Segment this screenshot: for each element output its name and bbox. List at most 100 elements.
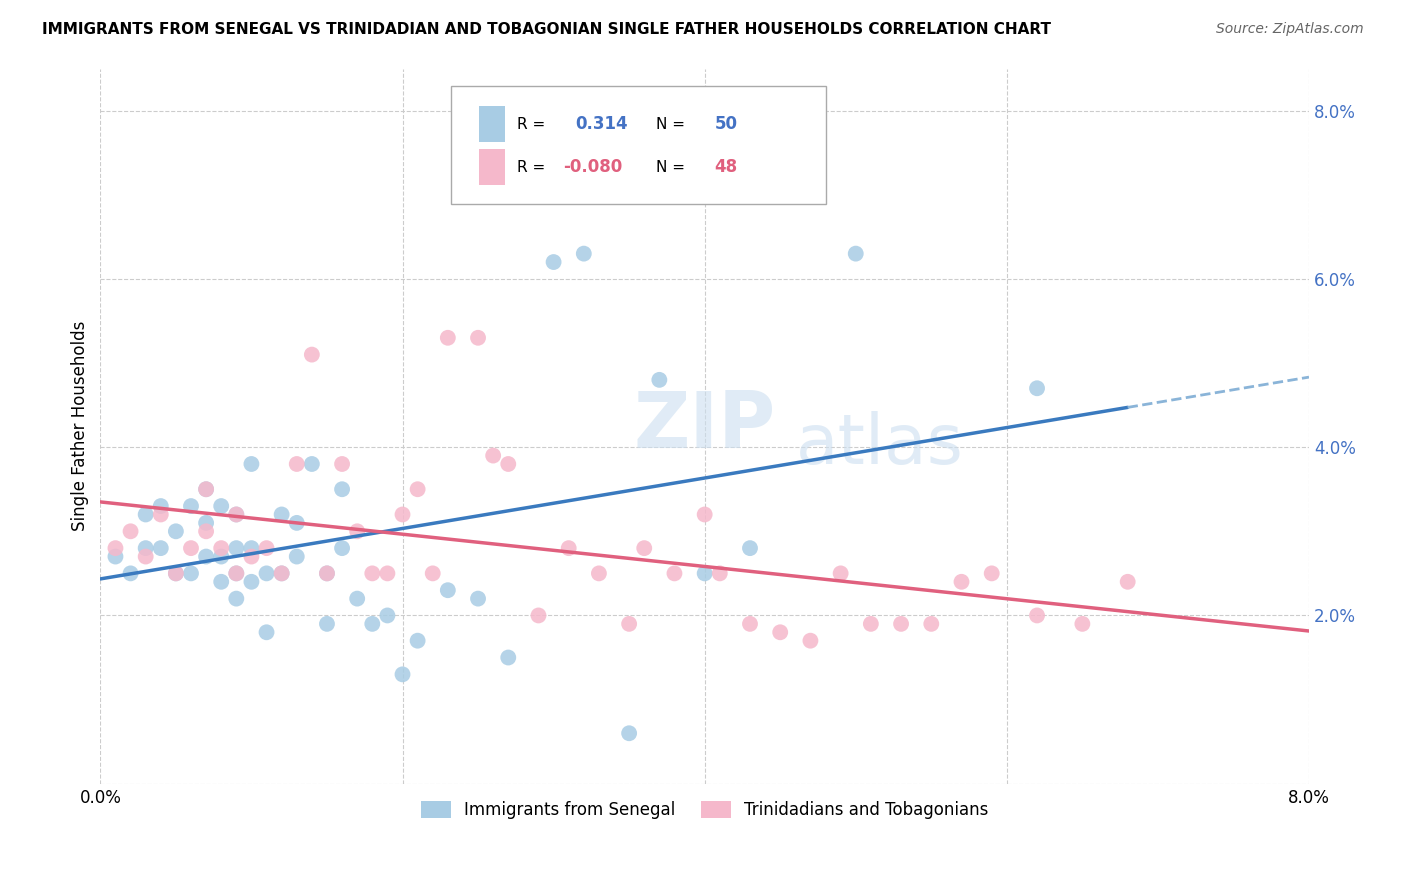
Point [527,608,550,623]
Point [209,574,232,589]
Point [799,633,821,648]
Point [120,524,142,539]
Text: Source: ZipAtlas.com: Source: ZipAtlas.com [1216,22,1364,37]
Point [301,457,323,471]
Point [437,331,460,345]
Point [391,667,413,681]
Point [406,633,429,648]
Point [149,499,172,513]
Point [738,541,761,556]
Text: 48: 48 [714,158,738,177]
Point [693,566,716,581]
Text: N =: N = [657,117,685,132]
Point [664,566,686,581]
Text: 0.314: 0.314 [575,115,628,133]
Point [316,566,339,581]
Point [180,566,202,581]
Point [377,566,399,581]
Point [104,549,127,564]
Point [316,616,339,631]
Point [135,541,157,556]
Text: R =: R = [517,117,546,132]
Point [104,541,127,556]
Point [225,541,247,556]
Point [859,616,882,631]
Point [270,566,292,581]
Point [980,566,1002,581]
Point [330,457,353,471]
Point [209,499,232,513]
Point [209,549,232,564]
Point [769,625,792,640]
Text: -0.080: -0.080 [564,158,623,177]
FancyBboxPatch shape [451,87,825,204]
Point [240,549,263,564]
Point [1116,574,1139,589]
Point [648,373,671,387]
Point [256,566,278,581]
Point [149,541,172,556]
Point [543,255,565,269]
Point [270,566,292,581]
Point [225,566,247,581]
Point [120,566,142,581]
Legend: Immigrants from Senegal, Trinidadians and Tobagonians: Immigrants from Senegal, Trinidadians an… [415,794,995,825]
Point [240,457,263,471]
Text: N =: N = [657,160,685,175]
Point [572,246,595,260]
Point [195,516,218,530]
Point [361,566,384,581]
Point [1071,616,1094,631]
Text: ZIP: ZIP [634,388,776,464]
Point [709,566,731,581]
Bar [478,106,505,142]
Text: 50: 50 [714,115,737,133]
Point [467,331,489,345]
Point [693,508,716,522]
Point [225,508,247,522]
Point [180,541,202,556]
Point [633,541,655,556]
Point [391,508,413,522]
Point [346,524,368,539]
Point [195,524,218,539]
Point [225,508,247,522]
Point [301,348,323,362]
Point [406,482,429,496]
Point [496,457,519,471]
Point [165,566,187,581]
Point [316,566,339,581]
Point [195,549,218,564]
Point [557,541,579,556]
Text: atlas: atlas [796,410,965,477]
Point [225,566,247,581]
Point [496,650,519,665]
Point [285,457,308,471]
Point [256,541,278,556]
Point [422,566,444,581]
Point [270,508,292,522]
Point [950,574,973,589]
Point [377,608,399,623]
Point [285,516,308,530]
Point [209,541,232,556]
Point [225,591,247,606]
Bar [478,149,505,186]
Point [135,549,157,564]
Point [195,482,218,496]
Point [437,583,460,598]
Point [845,246,868,260]
Point [165,566,187,581]
Point [195,482,218,496]
Point [330,541,353,556]
Point [165,524,187,539]
Point [285,549,308,564]
Y-axis label: Single Father Households: Single Father Households [72,321,89,532]
Point [149,508,172,522]
Point [240,541,263,556]
Point [890,616,912,631]
Point [346,591,368,606]
Point [617,726,640,740]
Point [738,616,761,631]
Point [588,566,610,581]
